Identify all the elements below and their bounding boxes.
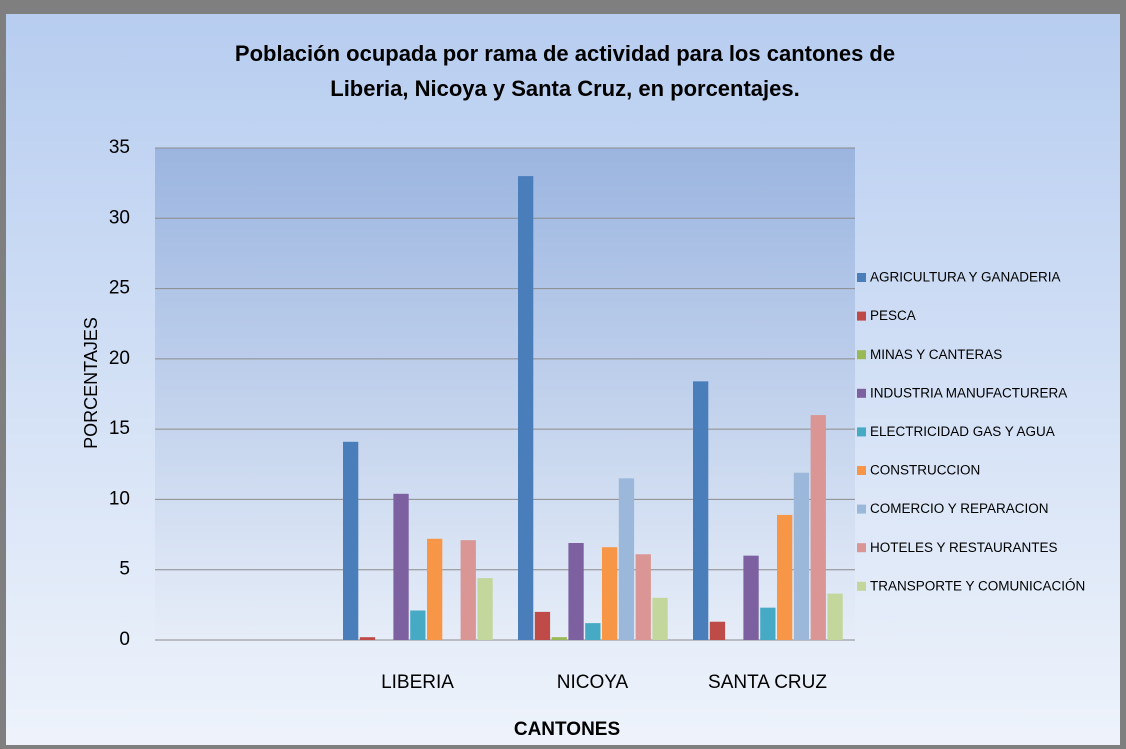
bar (635, 554, 651, 640)
legend-swatch (857, 581, 866, 591)
bar (460, 540, 476, 640)
bar (518, 176, 534, 640)
legend-swatch (857, 388, 866, 398)
x-tick-label: SANTA CRUZ (708, 672, 827, 693)
legend-swatch (857, 543, 866, 553)
bar (760, 607, 776, 640)
bar (827, 593, 843, 640)
bar (602, 547, 618, 640)
chart-title: Población ocupada por rama de actividad … (235, 41, 895, 66)
bar (393, 493, 409, 640)
bar (810, 415, 826, 640)
y-tick-label: 20 (109, 348, 130, 369)
bar (793, 472, 810, 640)
bar (585, 623, 601, 640)
legend-label: AGRICULTURA Y GANADERIA (870, 270, 1061, 285)
legend-label: HOTELES Y RESTAURANTES (870, 540, 1058, 555)
chart-title: Liberia, Nicoya y Santa Cruz, en porcent… (330, 76, 800, 101)
legend-label: COMERCIO Y REPARACION (870, 501, 1049, 516)
bar (618, 478, 635, 640)
bar (709, 621, 726, 640)
bar (410, 610, 426, 640)
bar (427, 538, 443, 640)
y-tick-label: 5 (119, 559, 130, 580)
x-axis-title: CANTONES (514, 719, 620, 740)
legend-swatch (857, 466, 866, 475)
y-tick-label: 15 (109, 418, 130, 439)
y-tick-label: 30 (109, 207, 130, 228)
bar (359, 637, 376, 640)
legend-label: TRANSPORTE Y COMUNICACIÓN (870, 578, 1085, 593)
bar (743, 555, 759, 640)
bar (777, 514, 793, 640)
legend-swatch (857, 504, 866, 514)
legend-label: PESCA (870, 308, 916, 323)
bar (568, 543, 584, 640)
x-tick-label: LIBERIA (381, 672, 454, 693)
y-tick-label: 25 (109, 278, 130, 299)
bar (477, 578, 493, 640)
legend-label: MINAS Y CANTERAS (870, 347, 1002, 362)
bar (652, 597, 668, 640)
y-tick-label: 0 (119, 629, 130, 650)
y-tick-label: 35 (109, 137, 130, 158)
legend-label: INDUSTRIA MANUFACTURERA (870, 385, 1067, 400)
bar (343, 441, 359, 640)
legend-swatch (857, 427, 866, 437)
legend-swatch (857, 311, 866, 321)
bar (534, 611, 551, 640)
x-tick-label: NICOYA (557, 672, 629, 693)
legend-swatch (857, 273, 866, 282)
y-axis-title: PORCENTAJES (81, 317, 101, 449)
bar (551, 637, 567, 640)
plot-area (155, 148, 855, 640)
legend-label: ELECTRICIDAD GAS Y AGUA (870, 424, 1055, 439)
legend-swatch (857, 350, 866, 360)
bar (693, 381, 709, 640)
y-tick-label: 10 (109, 488, 130, 509)
legend-label: CONSTRUCCION (870, 463, 980, 478)
